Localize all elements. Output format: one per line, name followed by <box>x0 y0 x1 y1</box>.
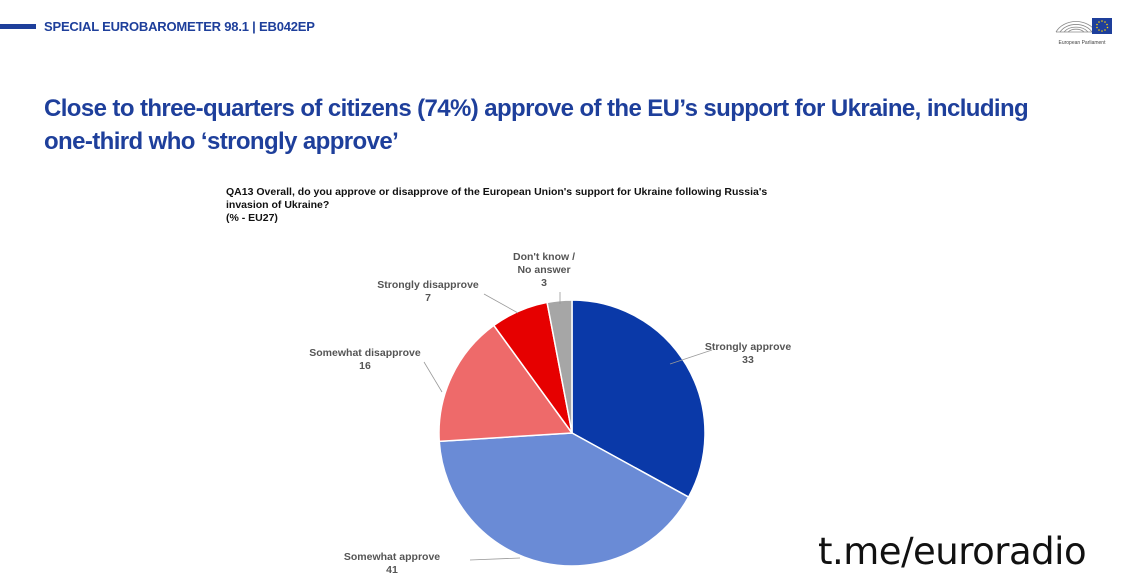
question-line: QA13 Overall, do you approve or disappro… <box>226 186 768 198</box>
pie-slice-somewhat-approve <box>438 432 690 567</box>
pie-slice-somewhat-disapprove <box>438 324 574 443</box>
slice-value-label: 3 <box>541 277 547 289</box>
slice-label: Don't know / No answer 3 <box>513 251 575 289</box>
survey-label: SPECIAL EUROBAROMETER 98.1 | EB042EP <box>44 19 315 34</box>
pie-slice-strongly-approve <box>571 299 706 499</box>
logo-caption: European Parliament <box>1058 40 1106 46</box>
slice-name-label: Don't know / <box>513 251 575 263</box>
slice-name-label: No answer <box>517 264 570 276</box>
slice-label: Strongly disapprove 7 <box>377 279 479 304</box>
slice-label: Somewhat disapprove 16 <box>309 347 421 372</box>
channel-watermark: t.me/euroradio <box>818 530 1087 573</box>
page-title: Close to three-quarters of citizens (74%… <box>44 95 1029 155</box>
slice-label: Somewhat approve 41 <box>344 551 440 576</box>
slice-value-label: 33 <box>742 354 754 366</box>
question-unit: (% - EU27) <box>226 212 278 224</box>
pie-slice-don-t-know-no-answer <box>546 299 573 434</box>
slice-value-label: 16 <box>359 360 371 372</box>
slice-name-label: Strongly approve <box>705 341 792 353</box>
slice-name-label: Somewhat disapprove <box>309 347 421 359</box>
leader-line <box>669 349 713 365</box>
question-text: QA13 Overall, do you approve or disappro… <box>226 186 906 225</box>
slice-label: Strongly approve 33 <box>705 341 792 366</box>
header-accent-bar <box>0 24 36 29</box>
slice-value-label: 41 <box>386 564 398 576</box>
leader-line <box>423 361 443 393</box>
leader-line <box>469 557 521 561</box>
slice-value-label: 7 <box>425 292 431 304</box>
leader-line <box>483 293 519 314</box>
slice-name-label: Strongly disapprove <box>377 279 479 291</box>
question-line: invasion of Ukraine? <box>226 199 330 211</box>
slice-name-label: Somewhat approve <box>344 551 440 563</box>
european-parliament-logo-icon <box>1055 18 1112 34</box>
